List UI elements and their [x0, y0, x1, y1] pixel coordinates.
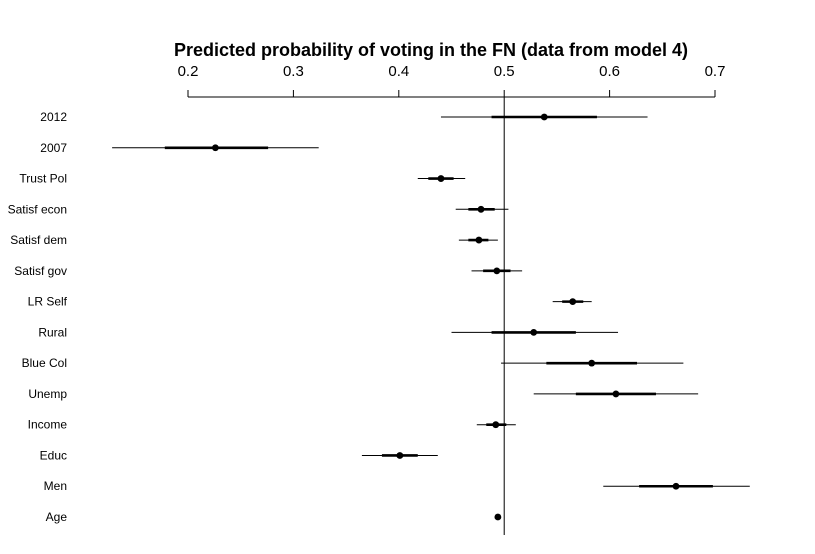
- estimate-row: [533, 390, 699, 398]
- estimate-point: [494, 513, 502, 521]
- category-label: Satisf gov: [14, 264, 67, 278]
- x-tick-label: 0.3: [283, 63, 304, 80]
- estimate-row: [603, 482, 750, 490]
- category-label: 2007: [40, 141, 67, 155]
- estimate-row: [494, 513, 502, 521]
- estimate-row: [455, 205, 509, 213]
- category-label: Educ: [40, 448, 67, 462]
- estimate-point: [612, 390, 620, 398]
- category-label: Age: [46, 510, 68, 524]
- x-tick-label: 0.5: [494, 63, 515, 80]
- x-tick-label: 0.6: [599, 63, 620, 80]
- estimate-row: [501, 359, 684, 367]
- estimate-point: [477, 205, 485, 213]
- x-axis: 0.2 0.3 0.4 0.5 0.6 0.7: [178, 63, 726, 98]
- estimate-marks: [112, 113, 750, 521]
- estimate-point: [396, 452, 404, 459]
- estimate-row: [471, 267, 523, 275]
- category-label: Satisf econ: [8, 202, 67, 216]
- category-label: Income: [28, 418, 68, 432]
- chart-title: Predicted probability of voting in the F…: [174, 40, 688, 60]
- category-labels: 2012 2007 Trust Pol Satisf econ Satisf dem Sa…: [8, 110, 68, 524]
- x-tick-label: 0.4: [388, 63, 409, 80]
- category-label: Satisf dem: [10, 233, 67, 247]
- x-tick-label: 0.7: [705, 63, 726, 80]
- estimate-point: [540, 113, 548, 121]
- estimate-point: [569, 298, 577, 306]
- estimate-point: [530, 328, 538, 336]
- category-label: 2012: [40, 110, 67, 124]
- estimate-row: [440, 113, 648, 121]
- estimate-row: [552, 298, 592, 306]
- category-label: Unemp: [28, 387, 67, 401]
- estimate-point: [475, 236, 483, 244]
- estimate-point: [212, 144, 219, 152]
- estimate-point: [492, 421, 500, 429]
- estimate-row: [458, 236, 498, 244]
- category-label: Men: [44, 479, 67, 493]
- category-label: LR Self: [28, 295, 68, 309]
- category-label: Rural: [38, 325, 67, 339]
- estimate-point: [588, 359, 596, 367]
- estimate-point: [672, 482, 680, 490]
- estimate-row: [476, 421, 516, 429]
- estimate-row: [417, 175, 466, 182]
- estimate-row: [361, 452, 438, 459]
- estimate-row: [451, 328, 619, 336]
- category-label: Trust Pol: [19, 172, 67, 186]
- estimate-row: [112, 144, 319, 152]
- category-label: Blue Col: [22, 356, 67, 370]
- x-tick-label: 0.2: [178, 63, 199, 80]
- estimate-point: [493, 267, 501, 275]
- estimate-point: [437, 175, 445, 182]
